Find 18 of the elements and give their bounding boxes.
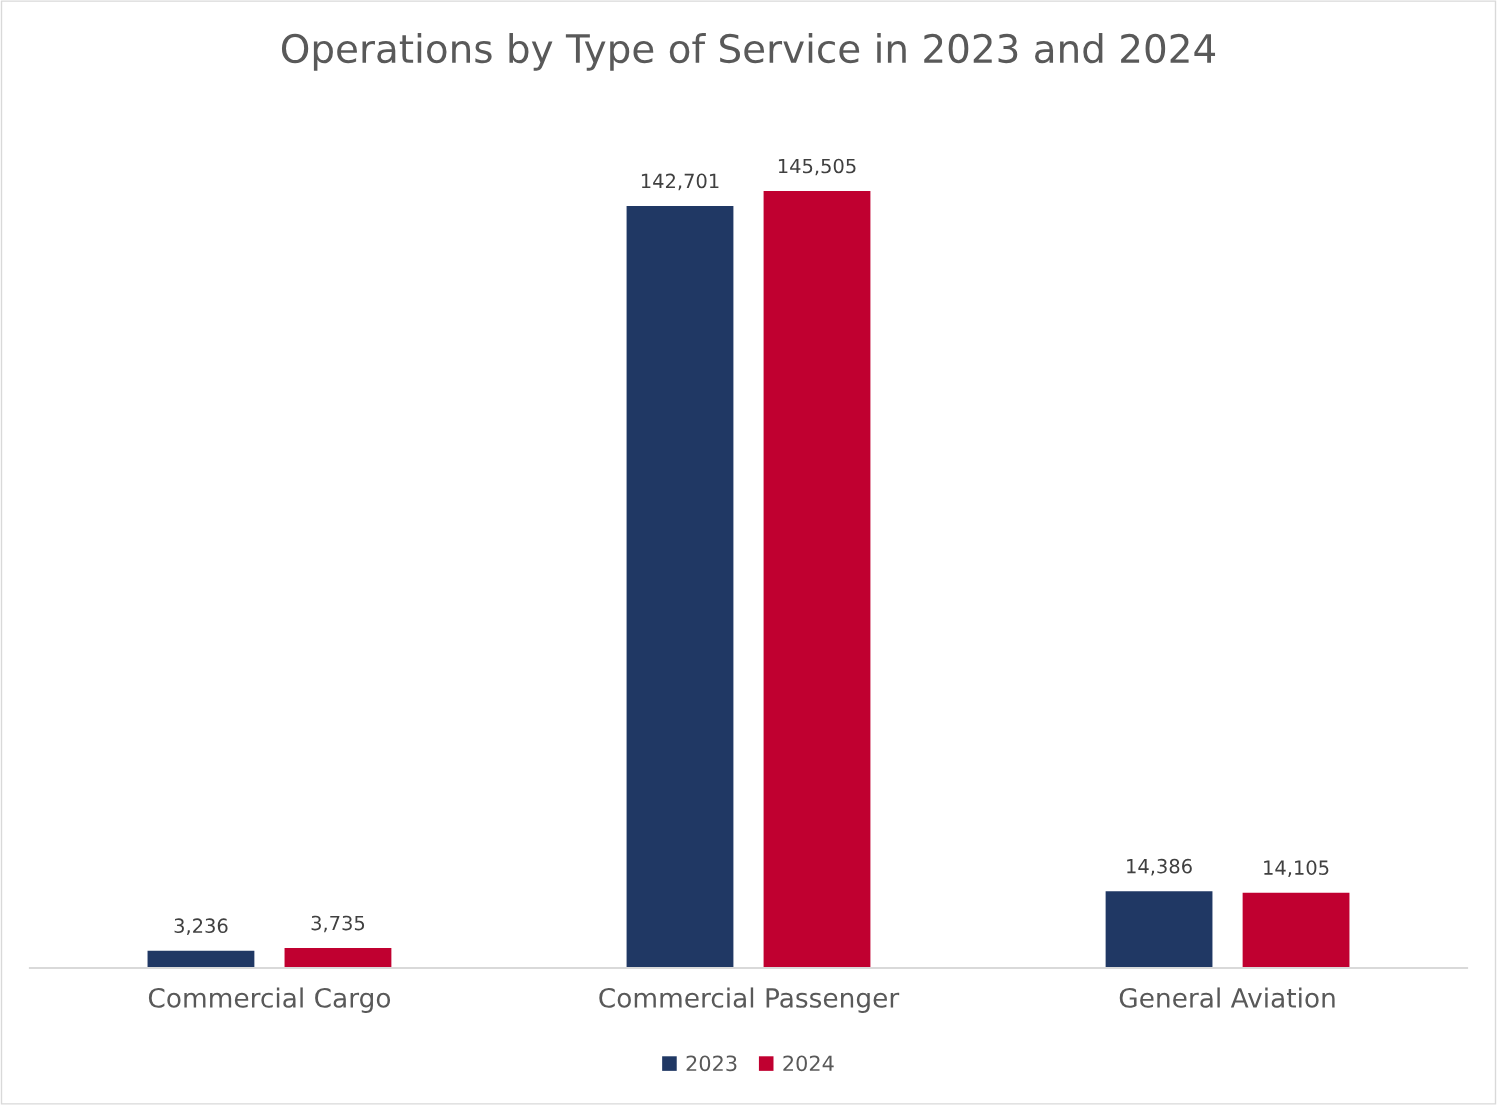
data-label: 3,735 xyxy=(311,915,365,933)
legend-label: 2024 xyxy=(783,1055,834,1072)
chart-title: Operations by Type of Service in 2023 and 2024 xyxy=(281,33,1216,71)
data-label: 142,701 xyxy=(641,173,719,191)
data-label: 14,386 xyxy=(1127,858,1192,876)
legend-label: 2023 xyxy=(686,1055,737,1072)
x-tick-label: Commercial Passenger xyxy=(599,987,900,1013)
data-label: 3,236 xyxy=(174,918,228,936)
bar xyxy=(1105,891,1213,968)
data-label: 14,105 xyxy=(1264,860,1329,877)
bar xyxy=(284,948,392,968)
bar xyxy=(763,190,871,968)
bar xyxy=(626,205,734,968)
bar xyxy=(147,950,255,968)
x-tick-label: General Aviation xyxy=(1119,987,1335,1008)
bar xyxy=(1242,892,1350,968)
data-label: 145,505 xyxy=(778,158,856,176)
x-tick-label: Commercial Cargo xyxy=(148,987,391,1013)
